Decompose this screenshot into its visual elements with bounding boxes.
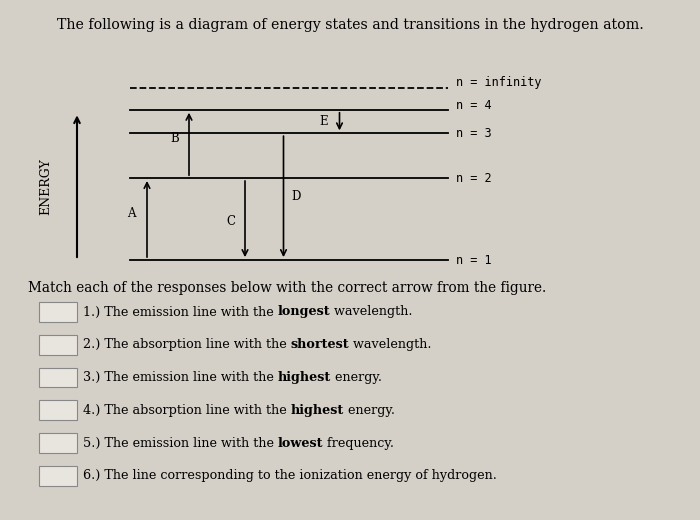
Text: 1.) The emission line with the: 1.) The emission line with the	[83, 305, 277, 318]
Text: 5.) The emission line with the: 5.) The emission line with the	[83, 436, 278, 449]
Text: shortest: shortest	[290, 338, 349, 352]
Text: E: E	[320, 115, 328, 128]
Text: energy.: energy.	[344, 404, 395, 417]
Text: n = 1: n = 1	[456, 253, 492, 266]
Text: wavelength.: wavelength.	[330, 305, 412, 318]
Text: n = 3: n = 3	[456, 127, 492, 140]
Text: n = 4: n = 4	[456, 99, 492, 112]
Text: longest: longest	[277, 305, 330, 318]
Text: 6.) The line corresponding to the ionization energy of hydrogen.: 6.) The line corresponding to the ioniza…	[83, 469, 496, 483]
Text: B: B	[171, 132, 179, 145]
Text: A: A	[127, 207, 136, 220]
Text: The following is a diagram of energy states and transitions in the hydrogen atom: The following is a diagram of energy sta…	[57, 18, 643, 32]
Text: n = 2: n = 2	[456, 172, 492, 185]
Text: lowest: lowest	[278, 436, 323, 449]
Text: highest: highest	[290, 404, 344, 417]
Text: Match each of the responses below with the correct arrow from the figure.: Match each of the responses below with t…	[28, 281, 546, 295]
Text: C: C	[227, 215, 235, 228]
Text: 2.) The absorption line with the: 2.) The absorption line with the	[83, 338, 290, 352]
Text: 3.) The emission line with the: 3.) The emission line with the	[83, 371, 277, 384]
Text: highest: highest	[277, 371, 330, 384]
Bar	[38, 302, 77, 322]
Text: frequency.: frequency.	[323, 436, 394, 449]
Text: D: D	[291, 190, 301, 203]
Bar	[38, 368, 77, 387]
Text: ENERGY: ENERGY	[39, 158, 52, 215]
Bar	[38, 335, 77, 355]
Bar	[38, 433, 77, 453]
Text: n = infinity: n = infinity	[456, 75, 542, 88]
Bar	[38, 400, 77, 420]
Text: energy.: energy.	[330, 371, 382, 384]
Bar	[38, 466, 77, 486]
Text: wavelength.: wavelength.	[349, 338, 431, 352]
Text: 4.) The absorption line with the: 4.) The absorption line with the	[83, 404, 290, 417]
